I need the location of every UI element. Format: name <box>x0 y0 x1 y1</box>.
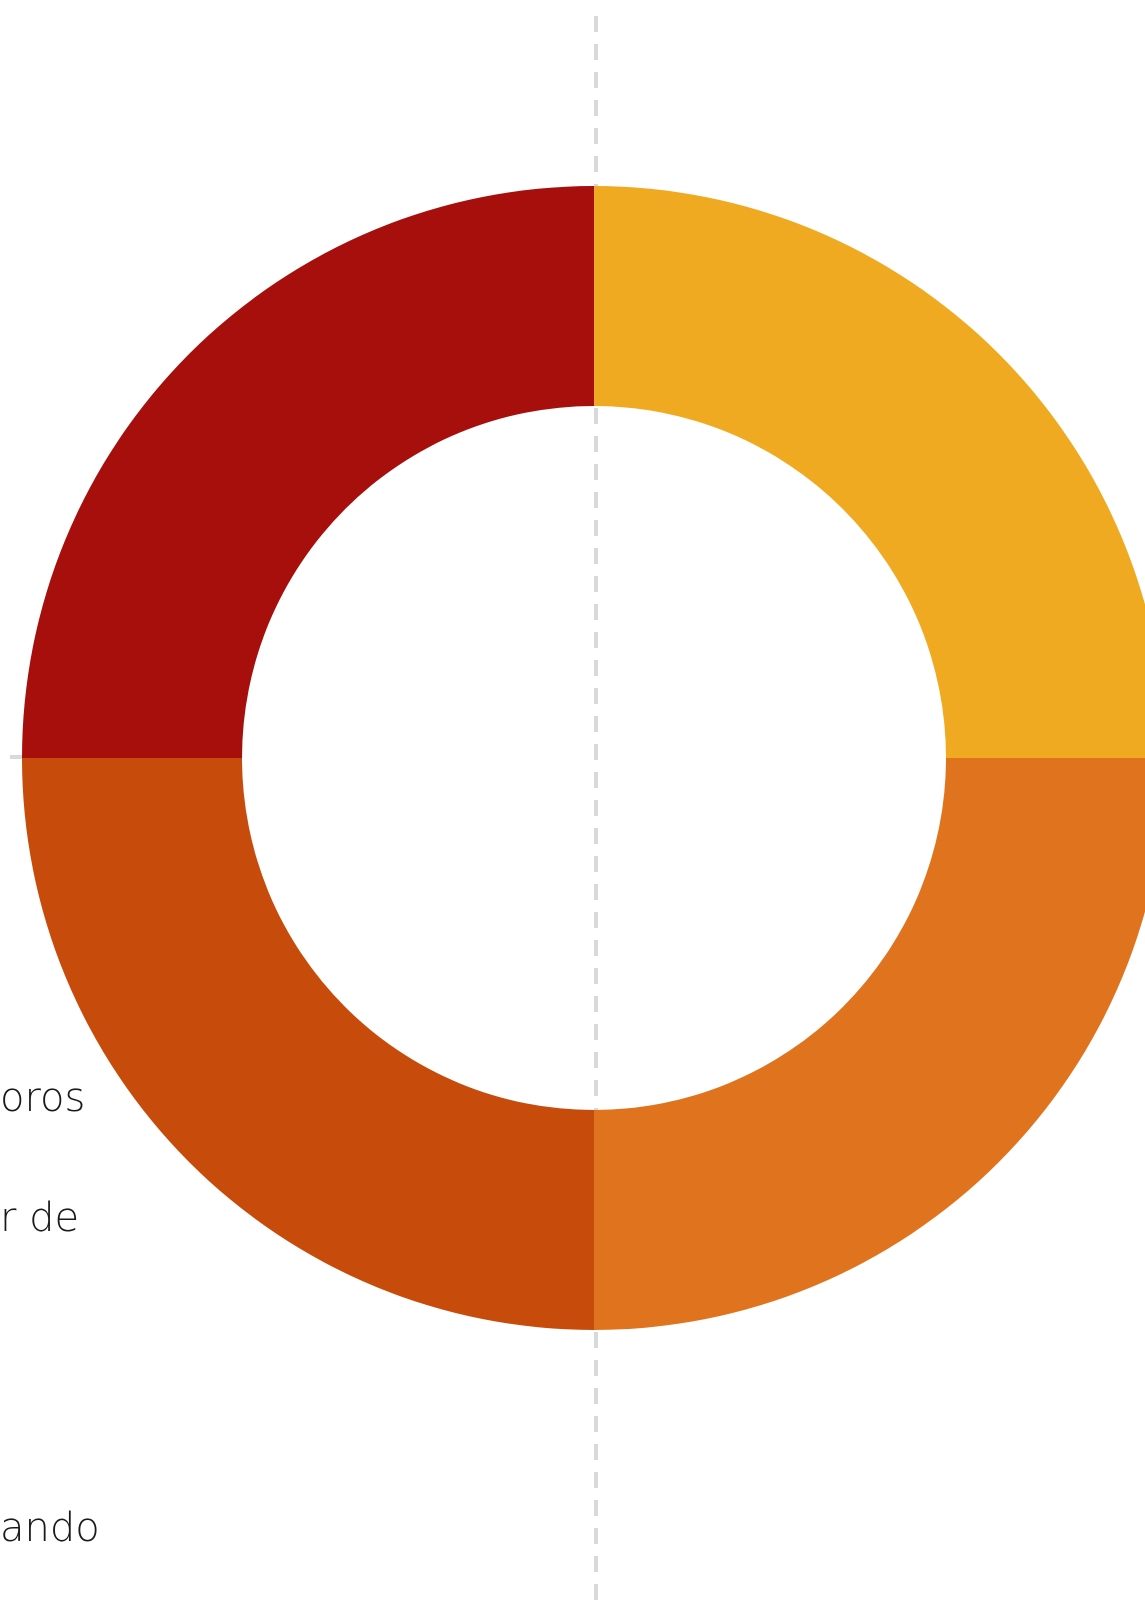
text-fragment-1: oros <box>0 1075 85 1121</box>
donut-slice-1 <box>594 186 1145 758</box>
donut-slice-4 <box>22 186 594 758</box>
donut-slices <box>22 186 1145 1330</box>
text-fragment-3: ando <box>0 1505 100 1551</box>
text-fragment-2: r de <box>0 1195 79 1241</box>
donut-slice-3 <box>22 758 594 1330</box>
donut-slice-2 <box>594 758 1145 1330</box>
